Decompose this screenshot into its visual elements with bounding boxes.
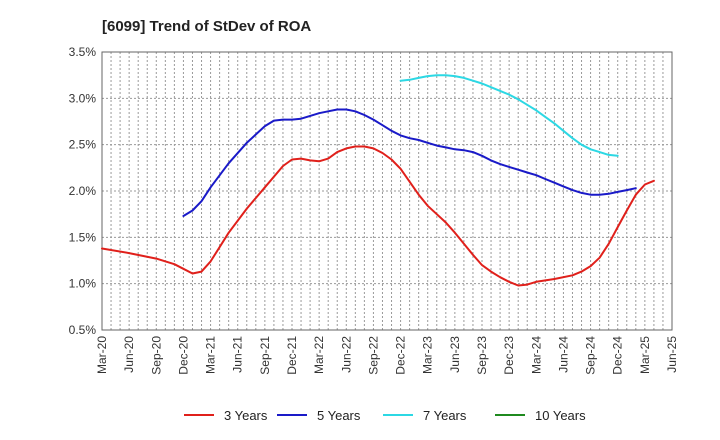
grid — [102, 52, 672, 330]
x-tick-label: Sep-24 — [584, 336, 598, 375]
legend-label-3: 7 Years — [423, 408, 467, 423]
x-tick-label: Dec-24 — [611, 336, 625, 375]
legend-label-4: 10 Years — [535, 408, 586, 423]
x-tick-label: Jun-22 — [339, 336, 353, 373]
series-lines — [101, 74, 655, 287]
y-tick-label: 0.5% — [69, 323, 97, 337]
x-tick-label: Mar-20 — [95, 336, 109, 374]
series-line-3 — [399, 74, 619, 157]
legend-label-1: 3 Years — [224, 408, 268, 423]
x-tick-label: Jun-20 — [122, 336, 136, 373]
x-tick-label: Jun-24 — [556, 336, 570, 373]
y-tick-label: 2.5% — [69, 138, 97, 152]
x-tick-label: Mar-24 — [529, 336, 543, 374]
x-tick-label: Dec-20 — [176, 336, 190, 375]
x-tick-label: Sep-23 — [475, 336, 489, 375]
x-tick-label: Dec-21 — [285, 336, 299, 375]
plot-frame — [101, 51, 673, 331]
x-tick-label: Sep-22 — [366, 336, 380, 375]
x-tick-label: Jun-21 — [231, 336, 245, 373]
x-tick-label: Jun-25 — [665, 336, 679, 373]
y-tick-label: 1.5% — [69, 230, 97, 244]
x-tick-label: Mar-21 — [204, 336, 218, 374]
axes: 0.5% 1.0% 1.5% 2.0% 2.5% 3.0% 3.5% Mar-20 Jun-20… — [69, 45, 679, 375]
series-line-1 — [101, 145, 655, 287]
x-tick-label: Sep-20 — [149, 336, 163, 375]
series-line-2 — [182, 108, 637, 217]
y-tick-label: 3.0% — [69, 91, 97, 105]
y-tick-label: 1.0% — [69, 277, 97, 291]
y-tick-label: 2.0% — [69, 184, 97, 198]
legend: 3 Years 5 Years 7 Years 10 Years — [184, 408, 586, 423]
x-tick-label: Sep-21 — [258, 336, 272, 375]
legend-label-2: 5 Years — [317, 408, 361, 423]
chart-title: [6099] Trend of StDev of ROA — [102, 18, 311, 35]
x-tick-label: Mar-22 — [312, 336, 326, 374]
x-tick-label: Jun-23 — [448, 336, 462, 373]
x-tick-label: Mar-23 — [421, 336, 435, 374]
y-tick-label: 3.5% — [69, 45, 97, 59]
x-tick-label: Dec-22 — [394, 336, 408, 375]
x-tick-label: Mar-25 — [638, 336, 652, 374]
x-tick-label: Dec-23 — [502, 336, 516, 375]
